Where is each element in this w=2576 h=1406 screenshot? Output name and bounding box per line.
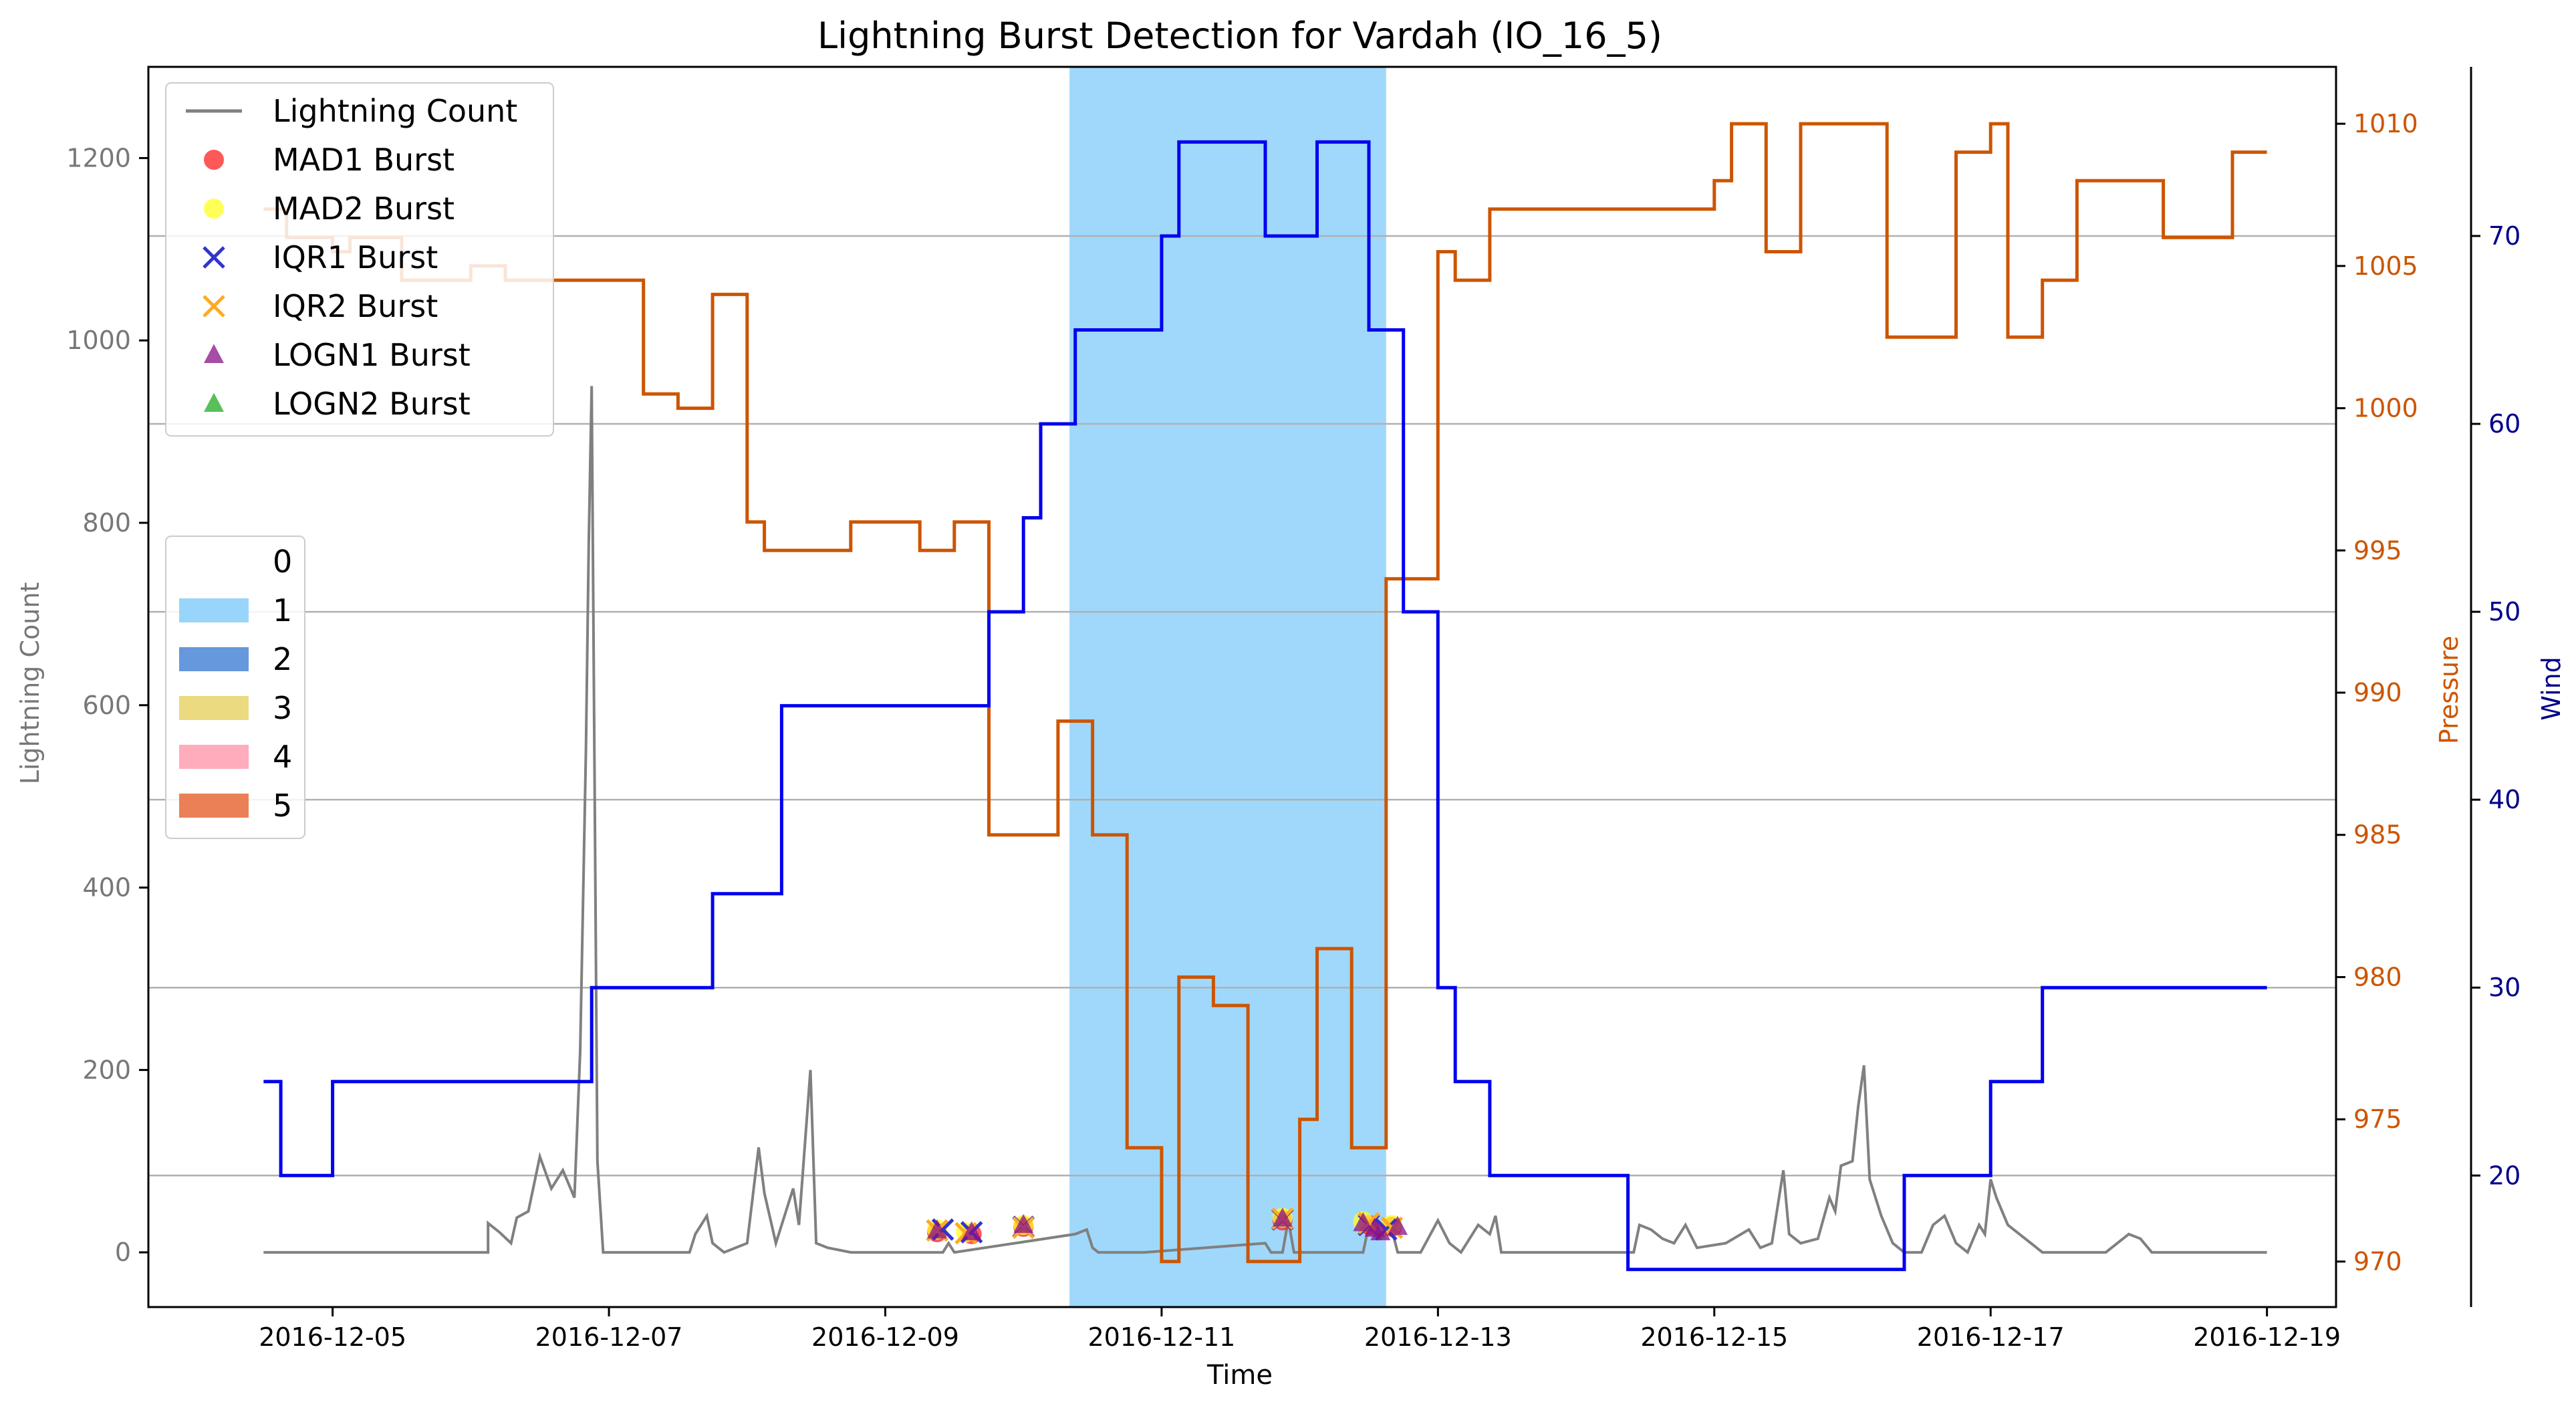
logn1-burst-marker bbox=[1013, 1213, 1034, 1234]
category-legend-entry-2-label: 2 bbox=[273, 641, 292, 677]
legend-entry-logn1-burst-label: LOGN1 Burst bbox=[273, 337, 471, 373]
legend-entry-iqr1-burst-swatch-stroke-b bbox=[203, 246, 225, 269]
series-legend: Lightning Count MAD1 Burst MAD2 Burst IQR1 … bbox=[165, 82, 554, 437]
category-span-1 bbox=[1069, 67, 1386, 1307]
category-legend-entry-0-label: 0 bbox=[273, 544, 292, 580]
wind-tick-label: 40 bbox=[2488, 785, 2521, 814]
legend-entry-lightning-count-label: Lightning Count bbox=[273, 93, 517, 129]
x-axis: 2016-12-05 2016-12-07 2016-12-09 2016-12-11… bbox=[259, 1307, 2341, 1352]
category-legend-entry-3-swatch bbox=[179, 696, 249, 720]
lightning-tick-label: 200 bbox=[82, 1055, 131, 1084]
x-tick-label: 2016-12-17 bbox=[1917, 1322, 2065, 1352]
series-line-pressure bbox=[263, 122, 2267, 1264]
pressure-tick-label: 975 bbox=[2353, 1104, 2402, 1134]
legend-entry-iqr2-burst-swatch-stroke-b bbox=[203, 295, 225, 318]
category-legend-entry-5: 5 bbox=[179, 788, 292, 824]
legend-entry-iqr1-burst-swatch bbox=[203, 246, 225, 269]
legend-entry-iqr1-burst-label: IQR1 Burst bbox=[273, 239, 438, 275]
x-tick-label: 2016-12-13 bbox=[1364, 1322, 1512, 1352]
wind-axis: 20 30 40 50 60 70 bbox=[2470, 67, 2521, 1307]
legend-entry-logn1-burst: LOGN1 Burst bbox=[204, 337, 471, 373]
x-tick-label: 2016-12-19 bbox=[2193, 1322, 2341, 1352]
wind-tick-label: 60 bbox=[2488, 409, 2521, 439]
wind-tick-label: 50 bbox=[2488, 597, 2521, 626]
pressure-tick-label: 980 bbox=[2353, 962, 2402, 991]
lightning-axis: 0 200 400 600 800 1000 1200 bbox=[66, 143, 148, 1267]
series-line-wind bbox=[263, 140, 2267, 1272]
series-line-lightning-count bbox=[263, 386, 2267, 1255]
logn1-burst-marker bbox=[1370, 1221, 1391, 1241]
legend-entry-logn2-burst-label: LOGN2 Burst bbox=[273, 386, 471, 422]
pressure-axis: 970 975 980 985 990 995 1000 1005 1010 bbox=[2336, 109, 2418, 1276]
legend-entry-mad2-burst-label: MAD2 Burst bbox=[273, 191, 455, 227]
category-legend-entry-5-swatch bbox=[179, 794, 249, 818]
legend-entry-iqr1-burst: IQR1 Burst bbox=[203, 239, 438, 275]
legend-entry-iqr2-burst-label: IQR2 Burst bbox=[273, 288, 438, 324]
lightning-axis-label: Lightning Count bbox=[15, 582, 45, 785]
lightning-tick-label: 1000 bbox=[66, 326, 131, 355]
logn1-burst-marker bbox=[1353, 1212, 1374, 1232]
x-tick-label: 2016-12-11 bbox=[1087, 1322, 1235, 1352]
legend-entry-logn1-burst-swatch bbox=[204, 344, 224, 363]
x-axis-label: Time bbox=[1206, 1360, 1273, 1391]
logn1-burst-marker bbox=[927, 1219, 948, 1239]
legend-entry-mad1-burst: MAD1 Burst bbox=[204, 142, 455, 178]
wind-tick-label: 70 bbox=[2488, 221, 2521, 251]
series-layer bbox=[263, 122, 2267, 1272]
pressure-tick-label: 1005 bbox=[2353, 251, 2418, 281]
wind-tick-label: 30 bbox=[2488, 973, 2521, 1002]
wind-tick-label: 20 bbox=[2488, 1161, 2521, 1190]
legend-entry-iqr2-burst: IQR2 Burst bbox=[203, 288, 438, 324]
legend-entry-lightning-count: Lightning Count bbox=[186, 93, 517, 129]
category-legend-entry-0: 0 bbox=[179, 544, 292, 580]
legend-box bbox=[165, 82, 554, 437]
x-tick-label: 2016-12-09 bbox=[811, 1322, 959, 1352]
x-tick-label: 2016-12-05 bbox=[259, 1322, 406, 1352]
pressure-tick-label: 970 bbox=[2353, 1247, 2402, 1276]
legend-entry-iqr2-burst-swatch bbox=[203, 295, 225, 318]
lightning-tick-label: 400 bbox=[82, 873, 131, 903]
category-legend-entry-2-swatch bbox=[179, 647, 249, 671]
legend-entry-mad1-burst-swatch bbox=[204, 150, 224, 170]
pressure-tick-label: 1010 bbox=[2353, 109, 2418, 138]
pressure-tick-label: 985 bbox=[2353, 820, 2402, 850]
plot-frame bbox=[147, 66, 2337, 1308]
lightning-tick-label: 800 bbox=[82, 508, 131, 538]
legend-entry-mad1-burst-label: MAD1 Burst bbox=[273, 142, 455, 178]
logn1-burst-marker bbox=[1388, 1215, 1408, 1235]
lightning-tick-label: 1200 bbox=[66, 143, 131, 172]
legend-entry-logn2-burst: LOGN2 Burst bbox=[204, 386, 471, 422]
grid-lines bbox=[148, 235, 2336, 1177]
category-legend-entry-3: 3 bbox=[179, 690, 292, 726]
legend-entry-mad2-burst-swatch bbox=[204, 199, 224, 219]
category-legend-entry-4-swatch bbox=[179, 745, 249, 769]
category-legend-entry-1-label: 1 bbox=[273, 592, 292, 628]
logn1-burst-marker bbox=[961, 1221, 982, 1241]
category-legend-entry-1-swatch bbox=[179, 598, 249, 622]
category-legend-entry-5-label: 5 bbox=[273, 788, 292, 824]
lightning-tick-label: 0 bbox=[115, 1238, 131, 1267]
legend-entry-logn2-burst-swatch bbox=[204, 392, 224, 412]
lightning-tick-label: 600 bbox=[82, 691, 131, 720]
pressure-tick-label: 995 bbox=[2353, 536, 2402, 565]
x-tick-label: 2016-12-07 bbox=[535, 1322, 683, 1352]
legend-entry-mad2-burst: MAD2 Burst bbox=[204, 191, 455, 227]
pressure-axis-label: Pressure bbox=[2434, 636, 2464, 744]
burst-markers bbox=[926, 1207, 1408, 1245]
logn1-burst-marker bbox=[1272, 1207, 1293, 1227]
x-tick-label: 2016-12-15 bbox=[1640, 1322, 1788, 1352]
chart-title: Lightning Burst Detection for Vardah (IO… bbox=[817, 15, 1662, 57]
wind-axis-label: Wind bbox=[2537, 657, 2566, 721]
category-legend-entry-4-label: 4 bbox=[273, 739, 292, 775]
category-legend-entry-0-swatch bbox=[179, 550, 249, 574]
category-spans bbox=[1069, 67, 1386, 1307]
category-legend-entry-3-label: 3 bbox=[273, 690, 292, 726]
category-legend-entry-2: 2 bbox=[179, 641, 292, 677]
category-legend: 0 1 2 3 4 5 bbox=[165, 536, 305, 839]
category-legend-entry-4: 4 bbox=[179, 739, 292, 775]
category-legend-entry-1: 1 bbox=[179, 592, 292, 628]
pressure-tick-label: 1000 bbox=[2353, 394, 2418, 423]
pressure-tick-label: 990 bbox=[2353, 678, 2402, 707]
